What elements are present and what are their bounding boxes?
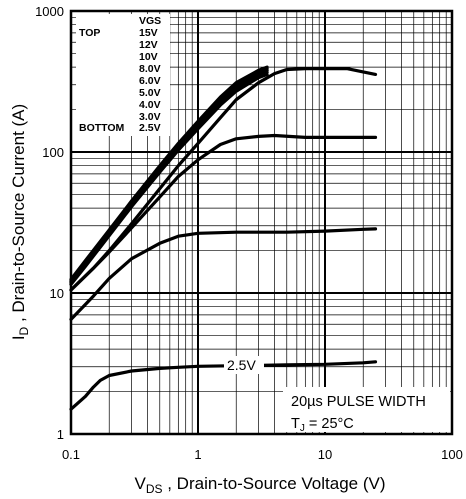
x-tick-label: 0.1 xyxy=(62,447,80,462)
y-tick-label: 1000 xyxy=(35,4,64,19)
y-tick-label: 100 xyxy=(42,145,64,160)
x-tick-label: 100 xyxy=(441,447,463,462)
y-axis-subscript: D xyxy=(17,326,31,335)
x-axis-subscript: DS xyxy=(146,482,163,496)
y-axis-title: ID , Drain-to-Source Current (A) xyxy=(9,104,31,340)
legend-bottom-label: BOTTOM xyxy=(79,122,125,134)
y-axis-text: , Drain-to-Source Current (A) xyxy=(9,104,28,327)
y-tick-label: 1 xyxy=(57,427,64,442)
legend-entry: 12V xyxy=(139,39,158,51)
x-tick-label: 10 xyxy=(318,447,332,462)
legend-entry: 5.0V xyxy=(139,87,161,99)
x-axis-title: VDS , Drain-to-Source Voltage (V) xyxy=(135,474,386,496)
x-tick-label: 1 xyxy=(194,447,201,462)
x-axis-text: , Drain-to-Source Voltage (V) xyxy=(163,474,386,493)
curve-label-2v5: 2.5V xyxy=(227,357,256,373)
legend-entry: 15V xyxy=(139,27,158,39)
legend-top-label: TOP xyxy=(79,27,100,39)
legend-header: VGS xyxy=(139,15,161,27)
y-tick-label: 10 xyxy=(50,286,64,301)
legend-entry: 6.0V xyxy=(139,75,161,87)
legend-entry: 2.5V xyxy=(139,122,161,134)
legend-entry: 10V xyxy=(139,51,158,63)
tj-symbol: T xyxy=(291,416,300,432)
tj-value: = 25°C xyxy=(305,416,354,432)
y-tick-labels: 1 10 100 1000 xyxy=(35,4,64,442)
x-axis-symbol: V xyxy=(135,474,147,493)
legend-entry: 8.0V xyxy=(139,63,161,75)
x-tick-labels: 0.1 1 10 100 xyxy=(62,447,463,462)
pulse-width-note: 20µs PULSE WIDTH xyxy=(291,394,426,410)
legend: VGS TOP BOTTOM 15V 12V 10V 8.0V 6.0V 5.0… xyxy=(76,14,170,136)
legend-entry: 4.0V xyxy=(139,99,161,111)
